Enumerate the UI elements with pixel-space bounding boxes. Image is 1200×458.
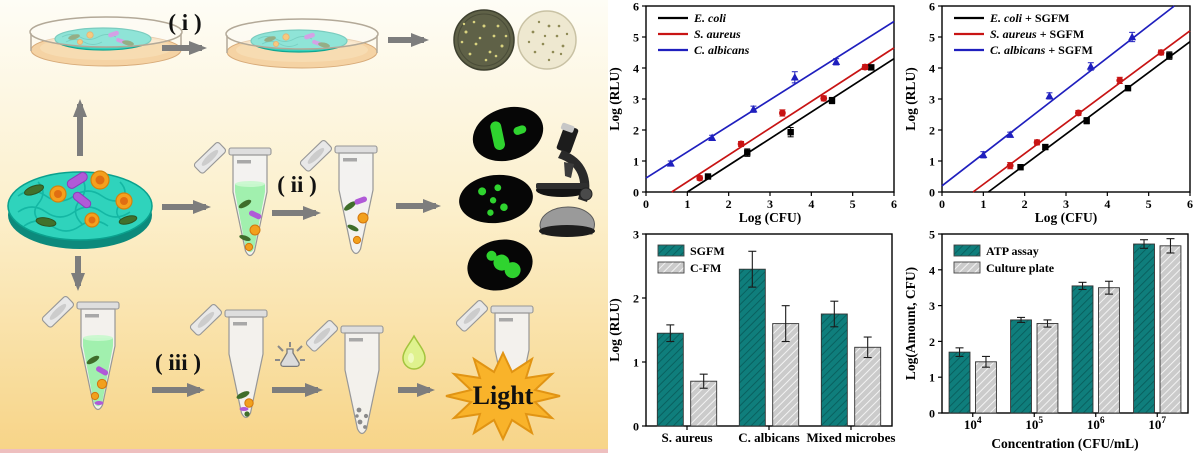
svg-text:4: 4 (929, 263, 935, 277)
svg-text:0: 0 (929, 186, 935, 200)
petri-dish-incubated-icon (225, 18, 379, 69)
svg-text:Log (CFU): Log (CFU) (739, 210, 802, 225)
workflow-schematic: ( i ) (0, 0, 608, 453)
svg-text:3: 3 (929, 299, 935, 313)
svg-text:C. albicans: C. albicans (738, 430, 799, 445)
svg-text:Log (RLU): Log (RLU) (904, 67, 918, 130)
svg-text:0: 0 (643, 197, 649, 211)
svg-text:2: 2 (633, 124, 639, 138)
petri-dish-membrane-icon (29, 16, 183, 67)
culture-plate-dark-icon (453, 9, 515, 71)
svg-text:106: 106 (1087, 416, 1105, 432)
svg-text:1: 1 (929, 155, 935, 169)
step-iii-label: ( iii ) (155, 350, 201, 375)
svg-text:4: 4 (1104, 197, 1110, 211)
svg-text:4: 4 (808, 197, 814, 211)
svg-text:3: 3 (767, 197, 773, 211)
svg-text:1: 1 (980, 197, 986, 211)
svg-text:104: 104 (964, 416, 982, 432)
microtube-pellet-icon (188, 302, 268, 419)
chart-calibration-curves: 0 1 2 3 4 5 6 0 1 2 3 4 5 6 Log (CFU) Log (RLU) E. coli S… (608, 0, 897, 225)
svg-text:2: 2 (929, 124, 935, 138)
microtube-lysate-icon (40, 294, 120, 411)
svg-text:E. coli: E. coli (693, 11, 727, 25)
svg-text:6: 6 (891, 197, 897, 211)
svg-text:3: 3 (929, 93, 935, 107)
svg-text:1: 1 (929, 371, 935, 385)
svg-text:0: 0 (633, 420, 639, 434)
svg-text:0: 0 (929, 407, 935, 421)
svg-text:2: 2 (1022, 197, 1028, 211)
svg-text:S. aureus: S. aureus (661, 430, 712, 445)
reagent-droplet-icon (402, 334, 426, 370)
svg-text:0: 0 (939, 197, 945, 211)
svg-text:C. albicans + SGFM: C. albicans + SGFM (990, 43, 1093, 57)
svg-text:1: 1 (633, 155, 639, 169)
svg-text:5: 5 (850, 197, 856, 211)
svg-text:3: 3 (633, 228, 639, 242)
svg-text:Log (CFU): Log (CFU) (1035, 210, 1098, 225)
svg-text:4: 4 (633, 62, 639, 76)
svg-text:S. aureus + SGFM: S. aureus + SGFM (990, 27, 1084, 41)
svg-text:Log (RLU): Log (RLU) (608, 67, 622, 130)
svg-text:2: 2 (726, 197, 732, 211)
svg-text:Log (RLU): Log (RLU) (608, 298, 622, 361)
figure-border (0, 449, 608, 453)
light-burst-icon: Light (445, 350, 561, 442)
step-ii-label: ( ii ) (277, 172, 317, 197)
microtube-stained-icon (298, 138, 378, 255)
svg-text:C. albicans: C. albicans (694, 43, 750, 57)
svg-text:1: 1 (633, 356, 639, 370)
svg-text:0: 0 (633, 186, 639, 200)
microscope-icon (536, 122, 595, 237)
vortex-shake-icon (275, 342, 305, 368)
microtube-debris-icon (304, 318, 384, 435)
chart-atp-vs-culture-plate-bars: 0 1 2 3 4 5 104 105 106 107 Concentration (CFU/mL)… (904, 228, 1189, 451)
chart-sgfm-vs-cfm-bars: 0 1 2 3 S. aureus C. albicans Mixed microbes Lo… (608, 228, 896, 446)
workflow-schematic-panel: ( i ) (0, 0, 608, 453)
svg-text:E. coli + SGFM: E. coli + SGFM (989, 11, 1070, 25)
svg-text:ATP assay: ATP assay (986, 244, 1039, 258)
fluorescence-micrograph-dots-icon (459, 174, 533, 224)
culture-plate-light-icon (517, 10, 577, 70)
svg-text:6: 6 (929, 0, 935, 14)
charts-grid: 0 1 2 3 4 5 6 0 1 2 3 4 5 6 Log (CFU) Log (RLU) E. coli S… (608, 0, 1200, 453)
svg-text:Log(Amount, CFU): Log(Amount, CFU) (904, 267, 918, 380)
svg-text:6: 6 (1187, 197, 1193, 211)
svg-text:5: 5 (929, 228, 935, 242)
light-label: Light (473, 381, 534, 410)
svg-text:2: 2 (633, 292, 639, 306)
svg-text:3: 3 (1063, 197, 1069, 211)
filter-membrane-disc-icon (7, 170, 153, 249)
svg-text:3: 3 (633, 93, 639, 107)
svg-text:2: 2 (929, 335, 935, 349)
svg-text:5: 5 (1146, 197, 1152, 211)
microtube-suspension-icon (192, 140, 272, 257)
svg-text:C-FM: C-FM (690, 261, 721, 275)
svg-text:107: 107 (1148, 416, 1166, 432)
svg-text:105: 105 (1025, 416, 1043, 432)
svg-text:5: 5 (633, 31, 639, 45)
svg-text:Concentration (CFU/mL): Concentration (CFU/mL) (991, 436, 1138, 451)
step-i-label: ( i ) (168, 10, 201, 35)
svg-text:Culture plate: Culture plate (986, 261, 1055, 275)
svg-text:S. aureus: S. aureus (694, 27, 741, 41)
svg-text:6: 6 (633, 0, 639, 14)
chart-calibration-curves-sgfm: 0 1 2 3 4 5 6 0 1 2 3 4 5 6 Log (CFU) Log (RLU) E. coli … (904, 0, 1193, 225)
fluorescence-micrograph-rods-icon (472, 106, 544, 162)
svg-text:1: 1 (684, 197, 690, 211)
svg-text:Mixed microbes: Mixed microbes (807, 430, 896, 445)
svg-text:SGFM: SGFM (690, 244, 725, 258)
fluorescence-micrograph-yeast-icon (467, 239, 533, 291)
svg-text:5: 5 (929, 31, 935, 45)
svg-text:4: 4 (929, 62, 935, 76)
